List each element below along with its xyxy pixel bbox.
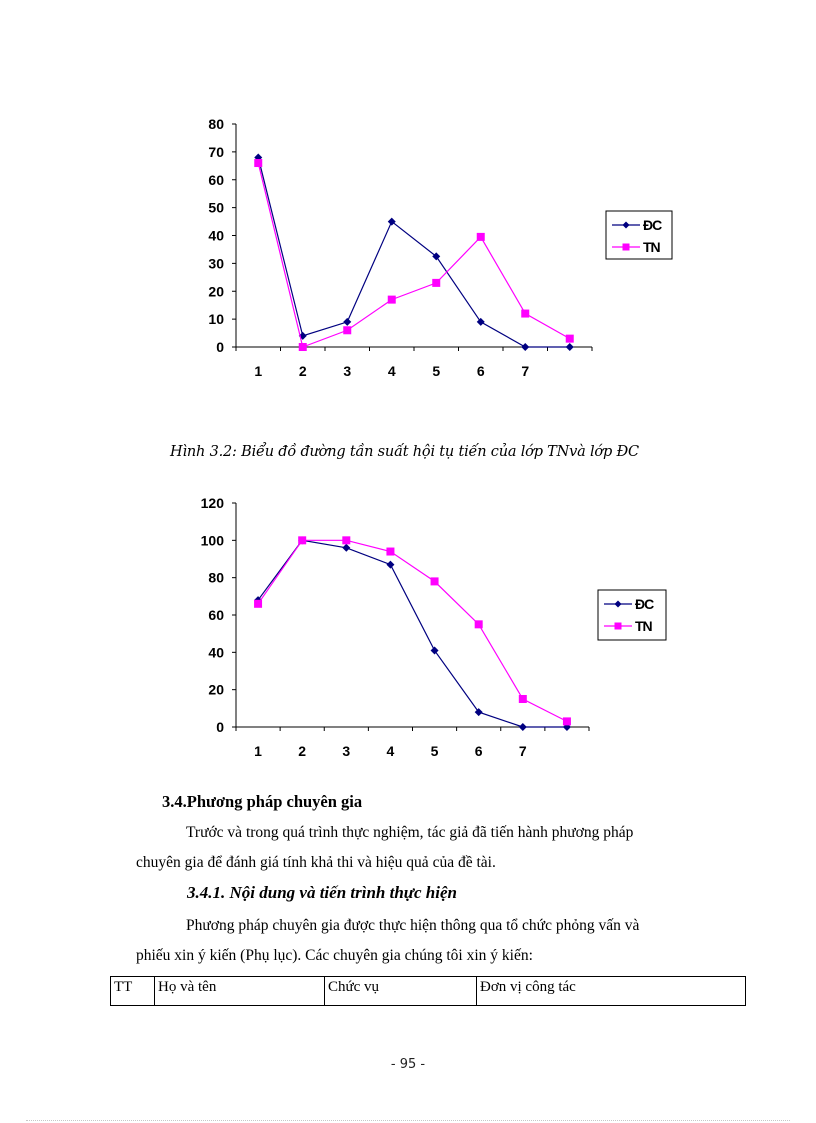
square-marker-icon — [342, 536, 351, 545]
x-tick-label: 2 — [298, 743, 306, 759]
diamond-marker-icon — [342, 543, 351, 552]
y-tick-label: 20 — [208, 283, 224, 299]
y-tick-label: 20 — [208, 682, 224, 698]
square-marker-icon — [521, 309, 530, 318]
square-marker-icon — [565, 334, 574, 343]
x-tick-label: 3 — [343, 363, 351, 379]
legend-label: ĐC — [643, 217, 662, 233]
y-tick-label: 30 — [208, 255, 224, 271]
y-tick-label: 0 — [216, 339, 224, 355]
series-line-tn — [257, 539, 568, 722]
chart-frequency: 0 10 20 30 40 50 60 70 80 1 2 3 4 5 6 7 ĐC TN — [0, 0, 816, 400]
x-tick-label: 6 — [477, 363, 485, 379]
subsection-heading: 3.4.1. Nội dung và tiến trình thực hiện — [187, 883, 457, 902]
x-tick-label: 1 — [254, 363, 262, 379]
x-tick-label: 5 — [432, 363, 440, 379]
diamond-marker-icon — [432, 252, 441, 261]
legend-diamond-icon — [622, 221, 630, 229]
y-tick-label: 100 — [201, 532, 225, 548]
page-bottom-rule — [26, 1120, 790, 1121]
legend-label: TN — [643, 239, 661, 255]
chart-legend: ĐC TN — [605, 210, 673, 260]
y-tick-label: 60 — [208, 607, 224, 623]
series-line-tn — [257, 162, 571, 348]
y-tick-label: 80 — [208, 116, 224, 132]
diamond-marker-icon — [476, 317, 485, 326]
chart-frequency-svg: 0 10 20 30 40 50 60 70 80 1 2 3 4 5 6 7 ĐC TN — [208, 116, 673, 379]
section-heading: 3.4.Phương pháp chuyên gia — [162, 792, 363, 811]
y-tick-label: 50 — [208, 200, 224, 216]
square-marker-icon — [343, 326, 352, 335]
square-marker-icon — [298, 536, 307, 545]
diamond-marker-icon — [430, 646, 439, 655]
x-tick-label: 4 — [388, 363, 396, 379]
header-tt: TT — [110, 976, 155, 1006]
paragraph-method-line2: phiếu xin ý kiến (Phụ lục). Các chuyên g… — [136, 947, 533, 964]
legend-diamond-icon — [614, 600, 622, 608]
legend-square-icon — [622, 243, 630, 251]
square-marker-icon — [430, 577, 439, 586]
diamond-marker-icon — [386, 560, 395, 569]
paragraph-method: Phương pháp chuyên gia được thực hiện th… — [136, 911, 716, 971]
square-marker-icon — [518, 695, 527, 703]
y-tick-label: 60 — [208, 172, 224, 188]
table-header-row: TT Họ và tên Chức vụ Đơn vị công tác — [110, 976, 746, 1006]
diamond-marker-icon — [565, 343, 574, 351]
page-number: - 95 - — [390, 1057, 426, 1072]
square-marker-icon — [254, 599, 263, 608]
square-marker-icon — [474, 620, 483, 629]
experts-table: TT Họ và tên Chức vụ Đơn vị công tác — [110, 976, 746, 1006]
paragraph-intro: Trước và trong quá trình thực nghiệm, tá… — [136, 818, 716, 878]
chart-cumulative-svg: 0 20 40 60 80 100 120 1 2 3 4 5 6 7 ĐC TN — [201, 495, 667, 759]
square-marker-icon — [387, 295, 396, 304]
y-tick-label: 10 — [208, 311, 224, 327]
x-tick-label: 6 — [475, 743, 483, 759]
legend-label: ĐC — [635, 596, 654, 612]
figure-caption: Hình 3.2: Biểu đồ đường tần suất hội tụ … — [170, 444, 639, 460]
header-name: Họ và tên — [154, 976, 325, 1006]
header-workplace: Đơn vị công tác — [476, 976, 746, 1006]
paragraph-intro-line2: chuyên gia để đánh giá tính khả thi và h… — [136, 854, 496, 871]
y-tick-label: 70 — [208, 144, 224, 160]
x-tick-label: 3 — [342, 743, 350, 759]
diamond-marker-icon — [518, 723, 527, 731]
series-line-dc — [257, 539, 567, 728]
square-marker-icon — [476, 232, 485, 241]
square-marker-icon — [386, 547, 395, 556]
square-marker-icon — [254, 159, 263, 168]
square-marker-icon — [432, 278, 441, 287]
diamond-marker-icon — [521, 343, 530, 351]
header-position: Chức vụ — [324, 976, 477, 1006]
diamond-marker-icon — [343, 317, 352, 326]
diamond-marker-icon — [474, 708, 483, 717]
paragraph-intro-line1: Trước và trong quá trình thực nghiệm, tá… — [186, 824, 634, 841]
y-tick-label: 80 — [208, 570, 224, 586]
chart-cumulative: 0 20 40 60 80 100 120 1 2 3 4 5 6 7 ĐC TN — [201, 495, 667, 759]
y-tick-label: 40 — [208, 644, 224, 660]
x-tick-label: 4 — [387, 743, 395, 759]
paragraph-method-line1: Phương pháp chuyên gia được thực hiện th… — [186, 917, 640, 934]
x-tick-label: 7 — [519, 743, 527, 759]
square-marker-icon — [562, 717, 571, 726]
x-tick-label: 5 — [431, 743, 439, 759]
legend-square-icon — [614, 622, 622, 630]
y-tick-label: 40 — [208, 228, 224, 244]
x-tick-label: 7 — [521, 363, 529, 379]
legend-label: TN — [635, 618, 653, 634]
square-marker-icon — [298, 343, 307, 351]
x-tick-label: 1 — [254, 743, 262, 759]
series-line-dc — [257, 157, 570, 348]
y-tick-label: 120 — [201, 495, 225, 511]
diamond-marker-icon — [387, 217, 396, 226]
y-tick-label: 0 — [216, 719, 224, 735]
x-tick-label: 2 — [299, 363, 307, 379]
chart-legend: ĐC TN — [597, 589, 667, 641]
